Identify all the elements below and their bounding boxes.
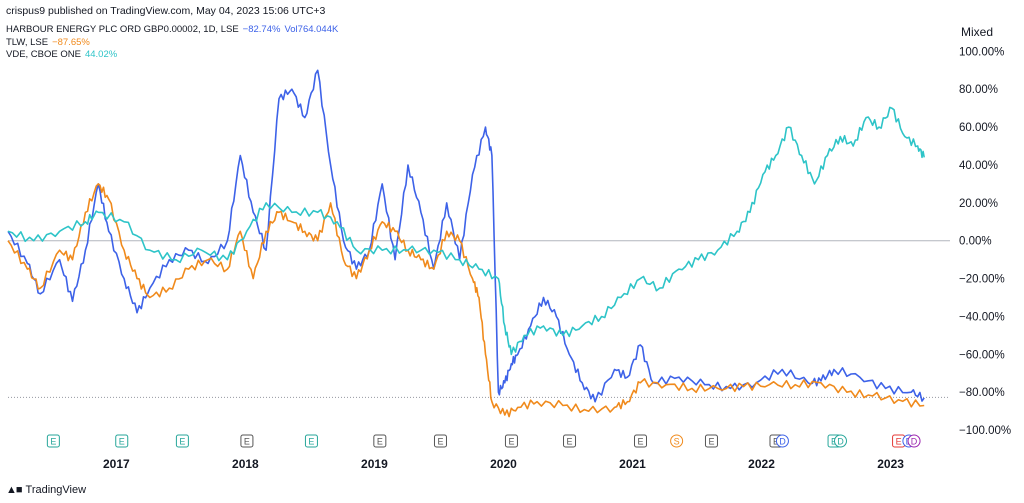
y-tick-label: 100.00% [959, 46, 1004, 58]
event-marker-label: E [179, 437, 185, 447]
x-tick-label: 2021 [619, 457, 646, 471]
event-marker-label: S [674, 437, 680, 447]
event-marker-label: E [567, 437, 573, 447]
event-marker [633, 434, 647, 448]
y-tick-label: −100.00% [959, 425, 1011, 437]
event-marker-label: E [708, 437, 714, 447]
footer-brand: TradingView [25, 484, 87, 496]
y-tick-label: −20.00% [959, 274, 1005, 286]
event-marker [775, 434, 789, 448]
event-marker [704, 434, 718, 448]
y-tick-label: −80.00% [959, 387, 1005, 399]
x-tick-label: 2019 [361, 457, 388, 471]
event-marker-label: E [896, 437, 902, 447]
x-tick-label: 2022 [748, 457, 775, 471]
event-marker [834, 434, 848, 448]
event-marker-label: D [779, 437, 786, 447]
scale-mode-label[interactable]: Mixed [961, 25, 994, 39]
x-tick-label: 2018 [232, 457, 259, 471]
legend-row-harbour[interactable]: HARBOUR ENERGY PLC ORD GBP0.00002, 1D, L… [6, 24, 342, 37]
event-marker [240, 434, 254, 448]
event-marker [373, 434, 387, 448]
series-line-harbour [7, 69, 925, 403]
legend-change: −87.65% [52, 36, 90, 48]
legend-name: TLW, LSE [6, 36, 49, 48]
legend-volume: Vol764.044K [284, 24, 339, 35]
event-marker-label: E [437, 437, 443, 447]
y-tick-label: −60.00% [959, 349, 1005, 361]
y-tick-label: 20.00% [959, 198, 998, 210]
legend-change: 44.02% [84, 49, 118, 60]
legend-name: HARBOUR ENERGY PLC ORD GBP0.00002, 1D, L… [6, 24, 239, 35]
event-marker-label: D [837, 437, 844, 447]
event-marker [175, 434, 189, 448]
publish-line: crispus9 published on TradingView.com, M… [6, 5, 326, 17]
event-marker [433, 434, 447, 448]
footer-branding: ▲■ TradingView [6, 484, 86, 496]
event-marker-label: E [377, 437, 383, 447]
y-tick-label: 80.00% [959, 84, 998, 96]
y-tick-label: 40.00% [959, 160, 998, 172]
legend: HARBOUR ENERGY PLC ORD GBP0.00002, 1D, L… [6, 24, 342, 62]
legend-row-tlw[interactable]: TLW, LSE −87.65% [6, 37, 342, 50]
event-marker [504, 434, 518, 448]
event-marker-label: D [911, 437, 918, 447]
x-tick-label: 2023 [877, 457, 904, 471]
event-marker-label: E [50, 437, 56, 447]
series-line-vde [7, 106, 925, 356]
tradingview-logo-icon: ▲■ [6, 484, 23, 496]
series-line-tlw [7, 183, 925, 418]
event-marker [670, 434, 684, 448]
legend-row-vde[interactable]: VDE, CBOE ONE 44.02% [6, 49, 342, 62]
event-marker [115, 434, 129, 448]
x-tick-label: 2017 [103, 457, 130, 471]
y-tick-label: 60.00% [959, 122, 998, 134]
event-marker-label: E [308, 437, 314, 447]
event-marker [563, 434, 577, 448]
event-marker-label: E [119, 437, 125, 447]
event-marker-label: E [508, 437, 514, 447]
x-tick-label: 2020 [490, 457, 517, 471]
event-marker [46, 434, 60, 448]
y-tick-label: 0.00% [959, 236, 992, 248]
event-marker [304, 434, 318, 448]
event-marker-label: E [244, 437, 250, 447]
legend-change: −82.74% [242, 24, 281, 35]
y-tick-label: −40.00% [959, 311, 1005, 323]
event-marker-label: E [637, 437, 643, 447]
legend-name: VDE, CBOE ONE [6, 49, 81, 60]
event-marker [907, 434, 921, 448]
